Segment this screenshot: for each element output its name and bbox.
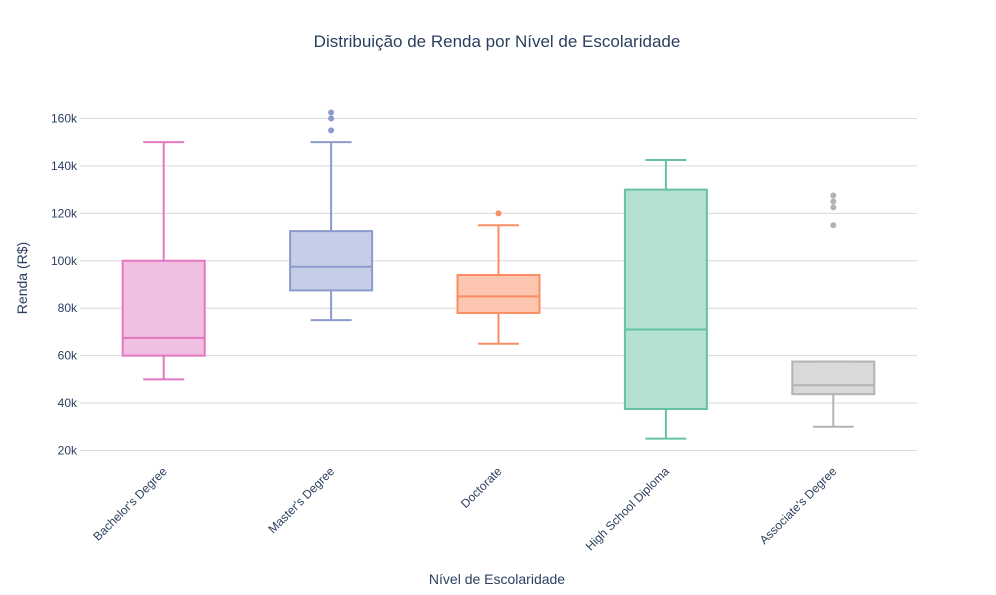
- box-trace: [456, 210, 541, 345]
- y-tick-label: 40k: [58, 396, 78, 410]
- outlier-point: [495, 210, 502, 217]
- boxes: [121, 109, 876, 440]
- y-tick-label: 80k: [58, 301, 78, 315]
- y-axis-ticks: 20k 40k 60k 80k 100k 120k 140k 160k: [51, 111, 78, 457]
- box-iqr: [121, 259, 206, 357]
- x-tick-label: Master's Degree: [265, 464, 337, 536]
- outlier-point: [830, 192, 837, 199]
- outlier-point: [328, 109, 335, 116]
- y-tick-label: 140k: [51, 159, 78, 173]
- box-iqr: [791, 360, 876, 396]
- y-tick-label: 120k: [51, 206, 78, 220]
- outlier-point: [328, 115, 335, 122]
- box-trace: [121, 141, 206, 381]
- box-trace: [791, 192, 876, 428]
- box-iqr: [289, 230, 374, 292]
- box-iqr: [456, 274, 541, 314]
- x-tick-label: Associate's Degree: [757, 464, 840, 547]
- outlier-point: [328, 127, 335, 134]
- y-tick-label: 100k: [51, 254, 78, 268]
- box-iqr: [623, 188, 708, 411]
- x-axis-title: Nível de Escolaridade: [429, 571, 565, 587]
- outlier-point: [830, 204, 837, 211]
- box-trace: [623, 158, 708, 440]
- x-tick-label: Bachelor's Degree: [90, 464, 170, 544]
- outlier-point: [830, 198, 837, 205]
- x-tick-label: High School Diploma: [583, 464, 672, 553]
- x-axis-ticks: Bachelor's Degree Master's Degree Doctorat…: [90, 464, 839, 553]
- chart-title: Distribuição de Renda por Nível de Escol…: [314, 32, 681, 51]
- outlier-point: [830, 222, 837, 229]
- y-tick-label: 60k: [58, 349, 78, 363]
- y-tick-label: 160k: [51, 111, 78, 125]
- y-axis-title: Renda (R$): [14, 242, 30, 314]
- box-trace: [289, 109, 374, 322]
- x-tick-label: Doctorate: [458, 464, 505, 511]
- y-tick-label: 20k: [58, 444, 78, 458]
